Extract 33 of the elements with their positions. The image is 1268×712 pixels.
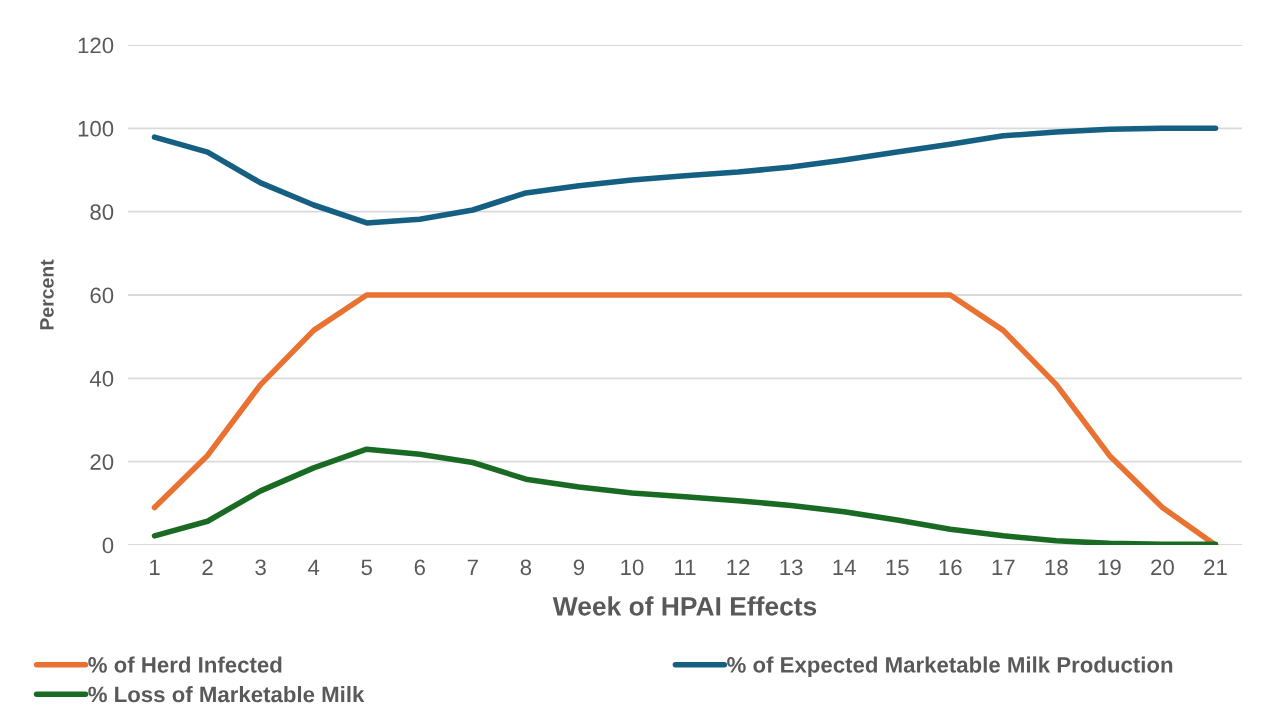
x-tick-label: 8 — [520, 559, 532, 576]
x-tick-label: 17 — [992, 559, 1015, 575]
x-tick-label: 6 — [414, 559, 425, 576]
x-tick-label: 9 — [573, 559, 585, 576]
x-tick-label: 21 — [1204, 559, 1227, 575]
x-tick-label: 1 — [150, 559, 160, 575]
x-tick-label: 13 — [780, 559, 803, 576]
x-tick-label: 16 — [939, 559, 962, 576]
y-tick-label: 20 — [90, 454, 114, 470]
x-tick-label: 10 — [621, 559, 644, 576]
x-tick-label: 11 — [675, 559, 696, 575]
x-tick-label: 12 — [727, 559, 750, 575]
x-tick-label: 5 — [361, 559, 372, 576]
x-tick-label: 3 — [255, 559, 266, 576]
x-tick-label: 15 — [886, 559, 909, 576]
y-tick-label: 0 — [102, 537, 114, 554]
x-tick-label: 2 — [202, 559, 213, 575]
y-tick-label: 60 — [90, 287, 114, 304]
y-axis-title: Percent — [40, 259, 54, 330]
y-tick-label: 100 — [78, 120, 114, 137]
legend-label: % Loss of Marketable Milk — [88, 685, 365, 703]
x-tick-label: 18 — [1045, 559, 1068, 576]
x-axis-title: Week of HPAI Effects — [552, 596, 817, 616]
y-tick-label: 120 — [78, 37, 114, 54]
x-tick-label: 20 — [1151, 559, 1174, 576]
x-tick-label: 7 — [467, 559, 478, 575]
legend-label: % of Herd Infected — [88, 656, 282, 673]
x-tick-label: 19 — [1098, 559, 1121, 576]
y-tick-label: 80 — [90, 204, 114, 220]
legend-label: % of Expected Marketable Milk Production — [727, 656, 1173, 678]
y-tick-label: 40 — [89, 370, 114, 387]
x-tick-label: 4 — [308, 559, 320, 575]
x-tick-label: 14 — [833, 559, 856, 575]
